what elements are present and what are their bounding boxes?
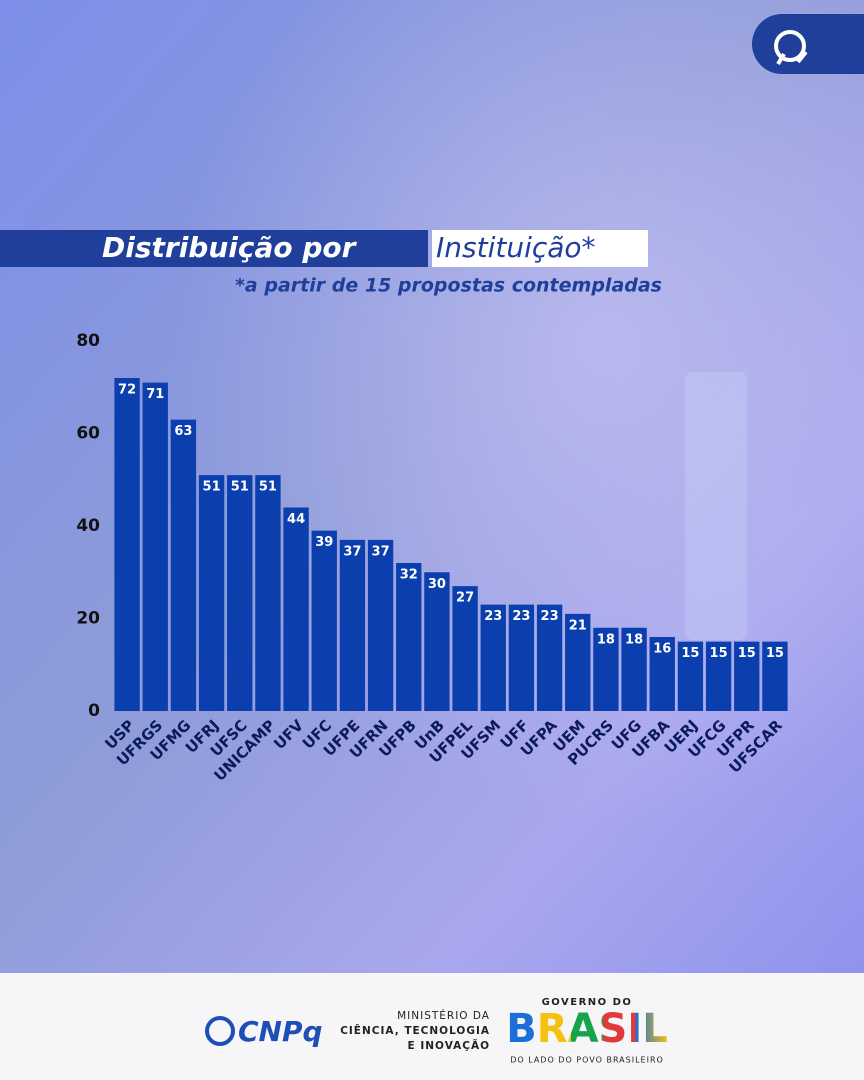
y-tick-label: 0 — [88, 701, 100, 721]
value-label: 37 — [372, 544, 390, 559]
bar — [762, 641, 788, 711]
bar — [170, 419, 197, 711]
bar — [734, 641, 760, 711]
title-highlight-box — [432, 230, 648, 267]
value-label: 37 — [343, 544, 361, 559]
cnpq-logo: CNPq — [205, 1015, 323, 1048]
value-label: 71 — [146, 387, 164, 402]
y-tick-label: 20 — [76, 609, 100, 629]
chart-title-highlight: Instituição* — [436, 231, 596, 264]
bar — [142, 382, 168, 711]
value-label: 15 — [681, 646, 699, 661]
value-label: 30 — [428, 577, 446, 592]
value-label: 18 — [625, 632, 643, 647]
logo — [752, 14, 864, 74]
title-band — [0, 230, 428, 267]
bar — [480, 604, 506, 711]
value-label: 23 — [541, 609, 559, 624]
value-label: 39 — [315, 535, 333, 550]
bar — [339, 539, 366, 711]
value-label: 15 — [766, 646, 784, 661]
chart-title: Distribuição por — [102, 231, 358, 264]
value-label: 23 — [512, 609, 530, 624]
value-label: 15 — [738, 646, 756, 661]
value-label: 32 — [400, 568, 418, 583]
y-tick-label: 40 — [76, 516, 100, 536]
bar — [311, 530, 337, 711]
brasil-text: BRASIL — [506, 1006, 667, 1052]
bar — [649, 637, 675, 711]
y-tick-label: 80 — [76, 331, 100, 351]
bar — [705, 641, 732, 711]
bar — [396, 563, 422, 711]
bar — [198, 475, 225, 711]
bar — [283, 507, 309, 711]
value-label: 16 — [653, 642, 671, 657]
test-tube — [685, 372, 747, 640]
value-label: 21 — [569, 618, 587, 633]
footer — [0, 973, 864, 1080]
bar — [565, 613, 591, 711]
value-label: 23 — [484, 609, 502, 624]
bar — [227, 475, 253, 711]
value-label: 72 — [118, 383, 136, 398]
bar — [367, 539, 394, 711]
value-label: 15 — [710, 646, 728, 661]
bar — [536, 604, 563, 711]
ministry-line: E INOVAÇÃO — [408, 1039, 490, 1052]
government-text: GOVERNO DO — [542, 997, 633, 1008]
bar — [621, 627, 647, 711]
ministry-line: CIÊNCIA, TECNOLOGIA — [340, 1024, 490, 1037]
value-label: 27 — [456, 591, 474, 606]
ministry-line: MINISTÉRIO DA — [397, 1009, 490, 1022]
value-label: 51 — [259, 480, 277, 495]
value-label: 51 — [203, 480, 221, 495]
y-tick-label: 60 — [76, 424, 100, 444]
bar — [424, 572, 450, 711]
slogan-text: DO LADO DO POVO BRASILEIRO — [510, 1056, 664, 1065]
value-label: 63 — [174, 424, 192, 439]
bar — [255, 475, 281, 711]
value-label: 51 — [231, 480, 249, 495]
value-label: 18 — [597, 632, 615, 647]
bar — [452, 586, 478, 711]
cnpq-text: CNPq — [238, 1015, 323, 1048]
chart-subtitle: *a partir de 15 propostas contempladas — [235, 275, 662, 297]
bar — [114, 378, 140, 711]
value-label: 44 — [287, 512, 305, 527]
bar — [593, 627, 619, 711]
bar — [508, 604, 535, 711]
bar — [677, 641, 704, 711]
